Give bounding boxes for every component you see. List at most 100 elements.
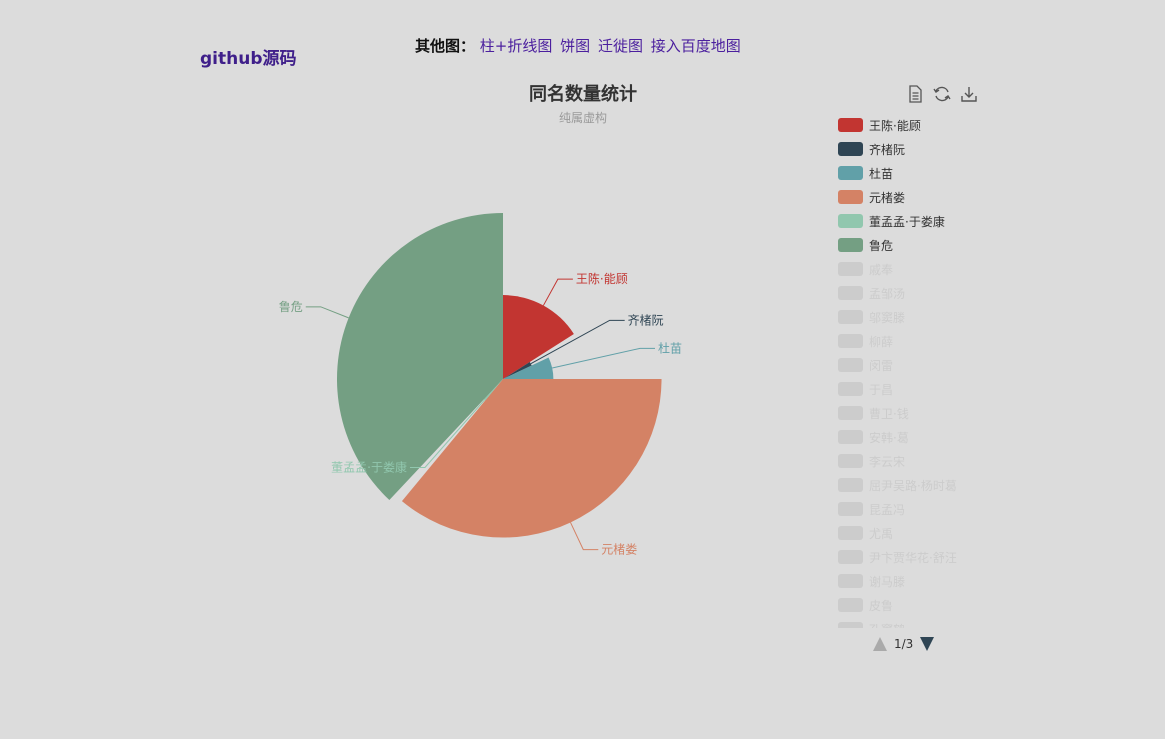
pie-label-line	[543, 278, 573, 306]
pie-slice[interactable]	[503, 295, 574, 379]
legend-item[interactable]: 王陈·能顾	[838, 113, 1018, 137]
pie-label-lines	[305, 278, 655, 551]
legend-swatch	[838, 526, 863, 540]
legend-item[interactable]: 杜苗	[838, 161, 1018, 185]
download-icon[interactable]	[959, 84, 979, 104]
legend-label: 尹卞贾华花·舒汪	[869, 550, 957, 565]
legend-item[interactable]: 齐楮阮	[838, 137, 1018, 161]
pie-label: 杜苗	[658, 340, 682, 355]
legend-page-indicator: 1/3	[894, 637, 914, 651]
pie-slice[interactable]	[503, 361, 532, 379]
legend-label: 皮鲁	[869, 598, 894, 613]
legend-item[interactable]: 李云宋	[838, 449, 1018, 473]
legend-swatch	[838, 382, 863, 396]
legend-item[interactable]: 孔窦鹤	[838, 617, 1018, 628]
legend-swatch	[838, 118, 863, 132]
pie-slice[interactable]	[337, 212, 503, 501]
legend-next-arrow-icon[interactable]	[919, 636, 935, 652]
legend-item[interactable]: 尹卞贾华花·舒汪	[838, 545, 1018, 569]
legend-swatch	[838, 574, 863, 588]
legend-swatch	[838, 286, 863, 300]
other-charts-nav: 其他图： 柱+折线图 饼图 迁徙图 接入百度地图	[415, 35, 744, 56]
legend-swatch	[838, 262, 863, 276]
data-view-icon[interactable]	[905, 84, 925, 104]
legend-item[interactable]: 尤禹	[838, 521, 1018, 545]
legend-swatch	[838, 502, 863, 516]
legend-prev-arrow-icon[interactable]	[872, 636, 888, 652]
legend-item[interactable]: 鲁危	[838, 233, 1018, 257]
legend-swatch	[838, 622, 863, 628]
legend-swatch	[838, 238, 863, 252]
legend-swatch	[838, 478, 863, 492]
chart-title: 同名数量统计	[529, 84, 637, 105]
legend-label: 孔窦鹤	[869, 621, 905, 629]
pie-label: 王陈·能顾	[576, 271, 628, 286]
other-charts-label: 其他图：	[415, 37, 476, 55]
legend-swatch	[838, 310, 863, 324]
legend-swatch	[838, 454, 863, 468]
legend-item[interactable]: 元楮娄	[838, 185, 1018, 209]
legend-item[interactable]: 邬窦滕	[838, 305, 1018, 329]
legend-label: 王陈·能顾	[869, 118, 921, 133]
legend-swatch	[838, 214, 863, 228]
legend-swatch	[838, 406, 863, 420]
legend-item[interactable]: 孟邹汤	[838, 281, 1018, 305]
legend-swatch	[838, 190, 863, 204]
legend-item[interactable]: 曹卫·钱	[838, 401, 1018, 425]
link-pie-chart[interactable]: 饼图	[560, 37, 591, 55]
legend-label: 邬窦滕	[869, 310, 906, 325]
legend-item[interactable]: 于昌	[838, 377, 1018, 401]
legend-item[interactable]: 董孟孟·于娄康	[838, 209, 1018, 233]
legend-label: 曹卫·钱	[869, 406, 909, 421]
legend-label: 尤禹	[869, 526, 894, 541]
github-source-link[interactable]: github源码	[200, 49, 297, 69]
legend-label: 董孟孟·于娄康	[869, 214, 945, 229]
pie-slice[interactable]	[503, 357, 554, 379]
legend-swatch	[838, 166, 863, 180]
link-bar-line-chart[interactable]: 柱+折线图	[479, 37, 553, 55]
legend-label: 屈尹吴路·杨时葛	[869, 478, 957, 493]
legend-label: 齐楮阮	[869, 142, 906, 157]
chart-toolbox	[905, 84, 979, 104]
pie-label-line	[305, 306, 349, 319]
pie-label-line	[552, 347, 655, 369]
link-baidu-map[interactable]: 接入百度地图	[650, 37, 741, 55]
legend-item[interactable]: 戚奉	[838, 257, 1018, 281]
legend-swatch	[838, 598, 863, 612]
legend-item[interactable]: 皮鲁	[838, 593, 1018, 617]
legend-swatch	[838, 550, 863, 564]
pie-label-line	[409, 399, 485, 469]
legend-item[interactable]: 屈尹吴路·杨时葛	[838, 473, 1018, 497]
legend-label: 于昌	[869, 382, 894, 397]
legend-label: 孟邹汤	[869, 286, 906, 301]
link-migration-chart[interactable]: 迁徙图	[597, 37, 643, 55]
legend-label: 昆孟冯	[869, 502, 906, 517]
legend-label: 元楮娄	[869, 190, 906, 205]
legend-label: 谢马滕	[869, 574, 906, 589]
legend-item[interactable]: 谢马滕	[838, 569, 1018, 593]
pie-label-line	[530, 319, 625, 365]
legend-item[interactable]: 柳薛	[838, 329, 1018, 353]
legend-label: 戚奉	[869, 262, 894, 277]
legend-label: 柳薛	[869, 334, 894, 349]
pie-slice[interactable]	[483, 379, 503, 401]
pie-slice[interactable]	[401, 379, 662, 538]
legend-label: 杜苗	[869, 166, 894, 181]
legend-label: 鲁危	[869, 238, 894, 253]
legend-swatch	[838, 430, 863, 444]
legend-label: 李云宋	[869, 454, 906, 469]
legend-item[interactable]: 闵雷	[838, 353, 1018, 377]
pie-slices	[337, 212, 662, 538]
legend-pager: 1/3	[872, 636, 935, 652]
legend-swatch	[838, 334, 863, 348]
legend-item[interactable]: 安韩·葛	[838, 425, 1018, 449]
legend-label: 安韩·葛	[869, 430, 909, 445]
legend-item[interactable]: 昆孟冯	[838, 497, 1018, 521]
chart-subtitle: 纯属虚构	[558, 111, 607, 125]
legend: 王陈·能顾齐楮阮杜苗元楮娄董孟孟·于娄康 鲁危戚奉孟邹汤邬窦滕柳薛闵雷于昌曹卫·钱…	[838, 113, 1018, 628]
legend-swatch	[838, 142, 863, 156]
legend-label: 闵雷	[869, 358, 894, 373]
refresh-icon[interactable]	[932, 84, 952, 104]
